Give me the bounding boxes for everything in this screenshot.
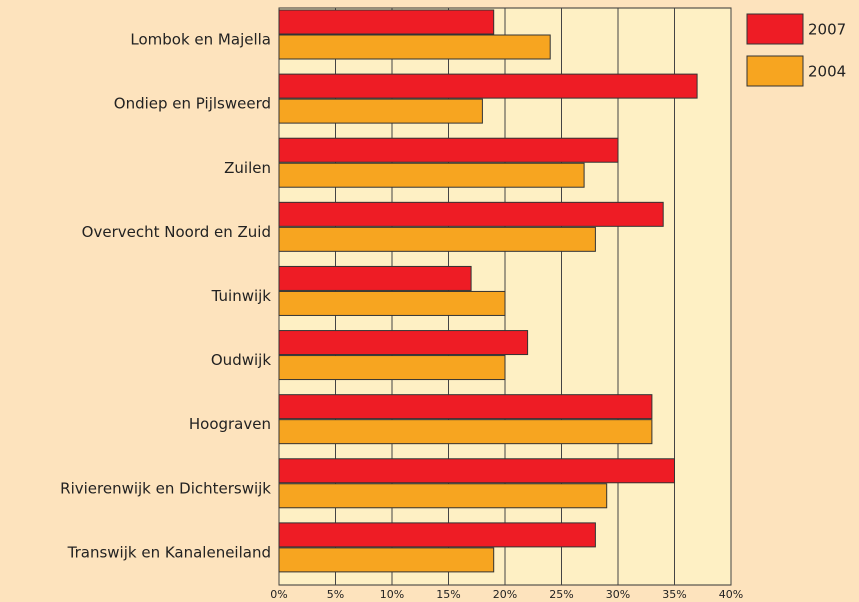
bar <box>278 73 698 99</box>
legend-swatch <box>746 13 804 45</box>
x-tick-label: 0% <box>270 588 287 601</box>
bar <box>278 201 664 227</box>
category-label: Ondiep en Pijlsweerd <box>114 95 271 113</box>
x-tick-label: 10% <box>380 588 404 601</box>
bar <box>278 265 472 291</box>
x-tick-label: 35% <box>662 588 686 601</box>
bar <box>278 547 495 573</box>
bar <box>278 9 495 35</box>
category-label: Hoograven <box>189 415 271 433</box>
x-tick-label: 30% <box>606 588 630 601</box>
bar <box>278 162 585 188</box>
bar <box>278 355 506 381</box>
x-tick-label: 20% <box>493 588 517 601</box>
bar <box>278 458 675 484</box>
legend-label: 2007 <box>808 21 846 39</box>
bar <box>278 98 483 124</box>
bar <box>278 330 529 356</box>
category-label: Zuilen <box>224 159 271 177</box>
category-label: Transwijk en Kanaleneiland <box>67 543 271 561</box>
x-tick-label: 25% <box>549 588 573 601</box>
legend-swatch <box>746 55 804 87</box>
bar <box>278 394 653 420</box>
bar <box>278 419 653 445</box>
bar <box>278 290 506 316</box>
category-label: Oudwijk <box>211 351 271 369</box>
bar <box>278 34 551 60</box>
x-tick-label: 40% <box>719 588 743 601</box>
bar <box>278 522 596 548</box>
bar <box>278 226 596 252</box>
x-tick-label: 15% <box>436 588 460 601</box>
category-label: Tuinwijk <box>211 287 272 305</box>
bar <box>278 483 608 509</box>
bar <box>278 137 619 163</box>
category-label: Rivierenwijk en Dichterswijk <box>60 479 271 497</box>
category-label: Lombok en Majella <box>130 31 271 49</box>
category-label: Overvecht Noord en Zuid <box>82 223 271 241</box>
x-tick-label: 5% <box>327 588 344 601</box>
legend-label: 2004 <box>808 63 846 81</box>
